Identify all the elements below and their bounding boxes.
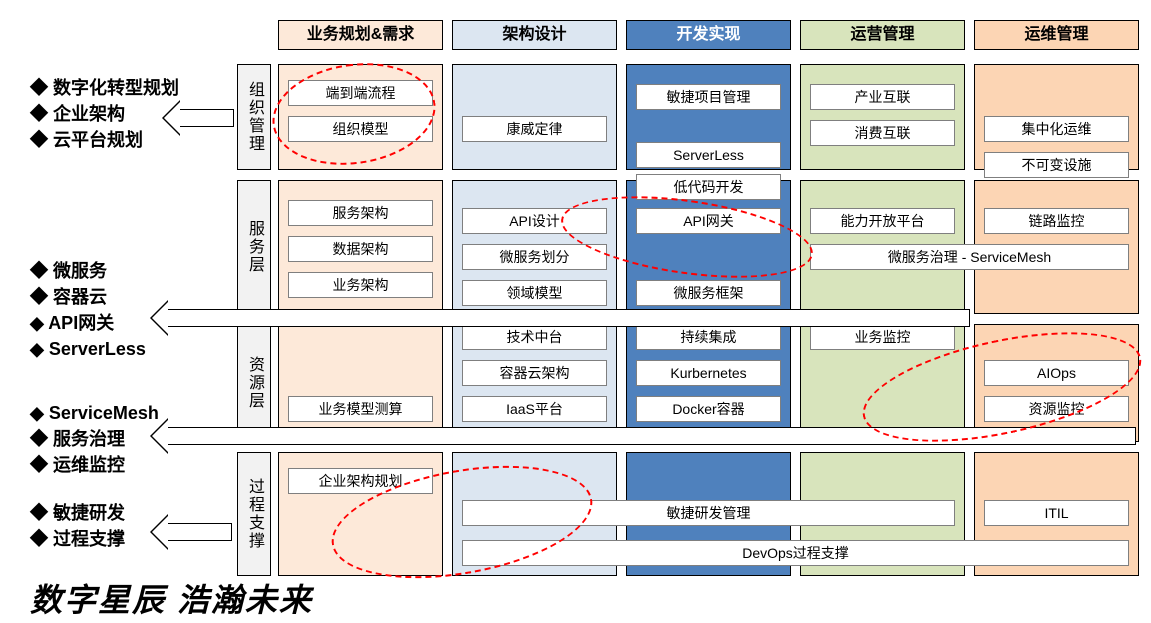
row-label-svc: 服务层 — [237, 180, 271, 314]
box-biz_res_1: 业务模型测算 — [288, 396, 433, 422]
footer-slogan: 数字星辰 浩瀚未来 — [30, 575, 313, 621]
arrow-head-g4 — [152, 516, 168, 548]
bullet-item: 运维监控 — [30, 452, 159, 478]
bullet-item: API网关 — [30, 310, 146, 336]
col-header-maint: 运维管理 — [974, 20, 1139, 50]
box-dev_svc_2: 微服务框架 — [636, 280, 781, 306]
box-ops_res_1: 业务监控 — [810, 324, 955, 350]
bullet-item: 敏捷研发 — [30, 500, 125, 526]
box-arch_res_1: 技术中台 — [462, 324, 607, 350]
box-biz_org_2: 组织模型 — [288, 116, 433, 142]
box-arch_res_2: 容器云架构 — [462, 360, 607, 386]
box-dev_org_2: ServerLess — [636, 142, 781, 168]
box-maint_svc_1: 链路监控 — [984, 208, 1129, 234]
row-label-org: 组织管理 — [237, 64, 271, 170]
arrow-shaft-g2 — [168, 309, 970, 327]
bullet-item: 云平台规划 — [30, 127, 179, 153]
bullet-item: ServerLess — [30, 336, 146, 362]
bullets-g1: 数字化转型规划企业架构云平台规划 — [30, 75, 179, 153]
arrow-head-g1 — [164, 102, 180, 134]
arrow-shaft-g1 — [180, 109, 234, 127]
bullet-item: 容器云 — [30, 284, 146, 310]
box-arch_svc_1: API设计 — [462, 208, 607, 234]
bullet-item: 过程支撑 — [30, 526, 125, 552]
box-maint_org_1: 集中化运维 — [984, 116, 1129, 142]
arrow-shaft-g4 — [168, 523, 232, 541]
bullet-item: ServiceMesh — [30, 400, 159, 426]
box-arch_res_3: IaaS平台 — [462, 396, 607, 422]
col-header-dev: 开发实现 — [626, 20, 791, 50]
bullets-g3: ServiceMesh服务治理运维监控 — [30, 400, 159, 478]
box-dev_res_2: Kurbernetes — [636, 360, 781, 386]
bullets-g4: 敏捷研发过程支撑 — [30, 500, 125, 552]
box-dev_res_1: 持续集成 — [636, 324, 781, 350]
box-span_proc_devops: DevOps过程支撑 — [462, 540, 1129, 566]
col-header-biz: 业务规划&需求 — [278, 20, 443, 50]
box-biz_svc_3: 业务架构 — [288, 272, 433, 298]
col-header-ops: 运营管理 — [800, 20, 965, 50]
box-arch_svc_2: 微服务划分 — [462, 244, 607, 270]
box-ops_org_2: 消费互联 — [810, 120, 955, 146]
bullets-g2: 微服务容器云API网关ServerLess — [30, 258, 146, 362]
box-arch_svc_3: 领域模型 — [462, 280, 607, 306]
bullet-item: 微服务 — [30, 258, 146, 284]
box-maint_res_2: 资源监控 — [984, 396, 1129, 422]
lane-org-ops — [800, 64, 965, 170]
bullet-item: 企业架构 — [30, 101, 179, 127]
box-arch_org_1: 康威定律 — [462, 116, 607, 142]
box-dev_org_3: 低代码开发 — [636, 174, 781, 200]
bullet-item: 服务治理 — [30, 426, 159, 452]
box-dev_org_1: 敏捷项目管理 — [636, 84, 781, 110]
arrow-head-g2 — [152, 302, 168, 334]
box-maint_proc_1: ITIL — [984, 500, 1129, 526]
box-dev_res_3: Docker容器 — [636, 396, 781, 422]
row-label-proc: 过程支撑 — [237, 452, 271, 576]
bullet-item: 数字化转型规划 — [30, 75, 179, 101]
box-ops_org_1: 产业互联 — [810, 84, 955, 110]
box-biz_svc_1: 服务架构 — [288, 200, 433, 226]
box-biz_proc_1: 企业架构规划 — [288, 468, 433, 494]
col-header-arch: 架构设计 — [452, 20, 617, 50]
box-span_svc_msm: 微服务治理 - ServiceMesh — [810, 244, 1129, 270]
lane-res-biz — [278, 324, 443, 442]
box-span_proc_agile: 敏捷研发管理 — [462, 500, 955, 526]
arrow-head-g3 — [152, 420, 168, 452]
box-biz_svc_2: 数据架构 — [288, 236, 433, 262]
box-maint_org_2: 不可变设施 — [984, 152, 1129, 178]
box-maint_res_1: AIOps — [984, 360, 1129, 386]
arrow-shaft-g3 — [168, 427, 1136, 445]
box-biz_org_1: 端到端流程 — [288, 80, 433, 106]
row-label-res: 资源层 — [237, 324, 271, 442]
box-ops_svc_1: 能力开放平台 — [810, 208, 955, 234]
box-dev_svc_1: API网关 — [636, 208, 781, 234]
